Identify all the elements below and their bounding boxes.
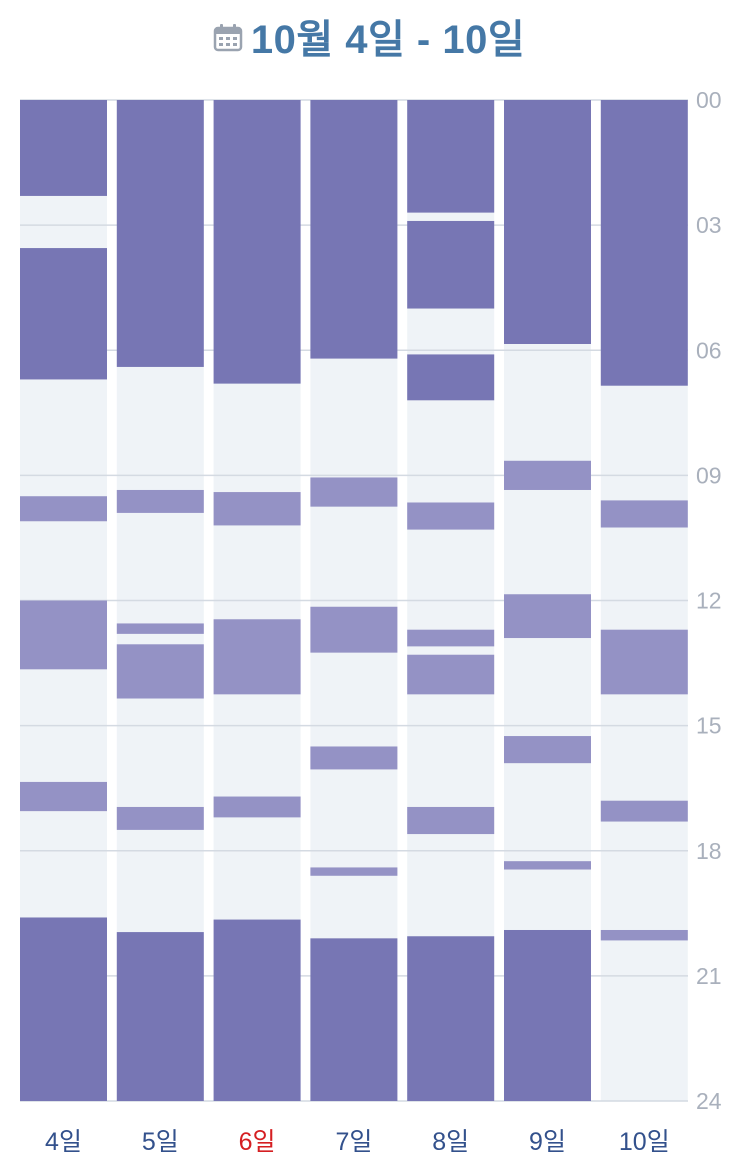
sleep-segment[interactable] <box>504 100 591 344</box>
sleep-segment[interactable] <box>310 938 398 1101</box>
nap-segment[interactable] <box>407 654 495 695</box>
nap-segment[interactable] <box>504 736 591 764</box>
sleep-segment[interactable] <box>20 917 107 1101</box>
day-label[interactable]: 10일 <box>619 1128 670 1156</box>
nap-segment[interactable] <box>116 644 204 699</box>
date-range-title[interactable]: 10월 4일 - 10일 <box>250 18 526 62</box>
nap-segment[interactable] <box>407 629 495 647</box>
day-label[interactable]: 5일 <box>142 1128 179 1156</box>
nap-segment[interactable] <box>116 623 204 634</box>
day-label[interactable]: 8일 <box>432 1128 469 1156</box>
sleep-segment[interactable] <box>600 100 688 386</box>
sleep-segment[interactable] <box>504 929 591 1101</box>
hour-tick-label: 03 <box>696 212 722 238</box>
nap-segment[interactable] <box>504 861 591 870</box>
nap-segment[interactable] <box>407 806 495 835</box>
sleep-segment[interactable] <box>116 932 204 1101</box>
nap-segment[interactable] <box>20 600 107 670</box>
hour-tick-label: 21 <box>696 963 722 989</box>
nap-segment[interactable] <box>600 500 688 528</box>
hour-tick-label: 18 <box>696 838 722 864</box>
nap-segment[interactable] <box>20 496 107 522</box>
hour-tick-label: 24 <box>696 1088 722 1114</box>
hour-tick-label: 12 <box>696 588 722 614</box>
nap-segment[interactable] <box>116 806 204 830</box>
nap-segment[interactable] <box>20 781 107 812</box>
nap-segment[interactable] <box>310 606 398 653</box>
hour-tick-label: 00 <box>696 87 722 113</box>
sleep-segment[interactable] <box>407 936 495 1101</box>
day-label[interactable]: 7일 <box>335 1128 372 1156</box>
nap-segment[interactable] <box>407 502 495 530</box>
sleep-segment[interactable] <box>407 220 495 309</box>
hour-tick-label: 15 <box>696 713 722 739</box>
nap-segment[interactable] <box>600 929 688 941</box>
nap-segment[interactable] <box>213 796 301 818</box>
day-label[interactable]: 9일 <box>529 1128 566 1156</box>
sleep-segment[interactable] <box>407 354 495 401</box>
nap-segment[interactable] <box>213 619 301 695</box>
nap-segment[interactable] <box>600 800 688 822</box>
sleep-segment[interactable] <box>213 919 301 1101</box>
sleep-segment[interactable] <box>407 100 495 213</box>
nap-segment[interactable] <box>310 746 398 770</box>
nap-segment[interactable] <box>504 460 591 490</box>
calendar-icon <box>213 24 243 52</box>
header: 10월 4일 - 10일 <box>0 8 738 64</box>
hour-tick-label: 06 <box>696 337 722 363</box>
sleep-segment[interactable] <box>213 100 301 384</box>
nap-segment[interactable] <box>213 492 301 526</box>
nap-segment[interactable] <box>310 477 398 507</box>
day-label[interactable]: 6일 <box>239 1128 276 1156</box>
nap-segment[interactable] <box>116 489 204 513</box>
sleep-segment[interactable] <box>310 100 398 359</box>
nap-segment[interactable] <box>600 629 688 695</box>
hour-tick-label: 09 <box>696 462 722 488</box>
nap-segment[interactable] <box>310 867 398 876</box>
nap-segment[interactable] <box>504 594 591 639</box>
day-label[interactable]: 4일 <box>45 1128 82 1156</box>
sleep-segment[interactable] <box>20 248 107 380</box>
sleep-segment[interactable] <box>116 100 204 367</box>
sleep-segment[interactable] <box>20 100 107 196</box>
